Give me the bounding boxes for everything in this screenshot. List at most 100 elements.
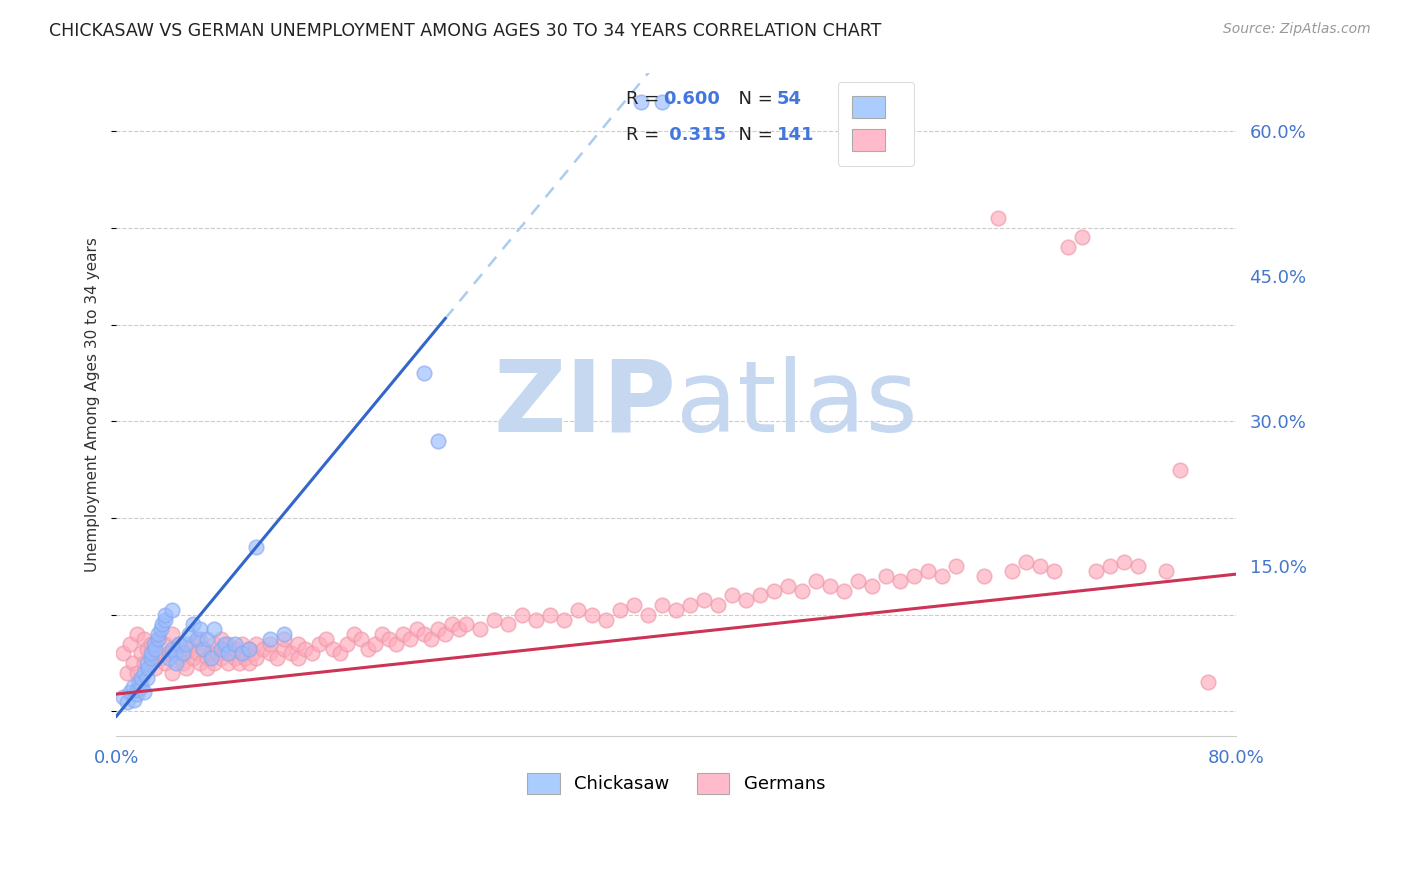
Point bbox=[224, 641, 246, 656]
Point bbox=[138, 661, 160, 675]
Point bbox=[735, 593, 758, 607]
Point bbox=[141, 651, 163, 665]
Point bbox=[120, 685, 142, 699]
Point bbox=[259, 647, 281, 661]
Point bbox=[209, 632, 232, 646]
Point bbox=[141, 647, 163, 661]
Text: 0.315: 0.315 bbox=[662, 126, 725, 144]
Point bbox=[134, 665, 156, 680]
Point bbox=[134, 685, 156, 699]
Point bbox=[238, 656, 260, 670]
Point bbox=[191, 641, 214, 656]
Point bbox=[329, 647, 352, 661]
Point bbox=[209, 641, 232, 656]
Point bbox=[651, 95, 673, 109]
Point bbox=[427, 434, 450, 448]
Point bbox=[141, 637, 163, 651]
Point bbox=[202, 622, 225, 636]
Point bbox=[148, 627, 170, 641]
Point bbox=[169, 637, 191, 651]
Point bbox=[679, 598, 702, 612]
Point bbox=[195, 651, 218, 665]
Point bbox=[1128, 559, 1150, 574]
Point bbox=[214, 641, 236, 656]
Point bbox=[1114, 555, 1136, 569]
Point bbox=[1197, 675, 1219, 690]
Point bbox=[124, 693, 146, 707]
Point bbox=[350, 632, 373, 646]
Point bbox=[273, 632, 295, 646]
Point bbox=[245, 540, 267, 554]
Point bbox=[131, 675, 153, 690]
Point bbox=[470, 622, 492, 636]
Point bbox=[177, 641, 200, 656]
Point bbox=[609, 603, 631, 617]
Point bbox=[148, 632, 170, 646]
Point bbox=[145, 661, 167, 675]
Point bbox=[427, 622, 450, 636]
Point bbox=[231, 647, 253, 661]
Point bbox=[931, 569, 953, 583]
Point bbox=[200, 651, 222, 665]
Point bbox=[484, 613, 506, 627]
Point bbox=[217, 637, 239, 651]
Point bbox=[131, 671, 153, 685]
Point bbox=[245, 637, 267, 651]
Text: N =: N = bbox=[727, 90, 778, 109]
Point bbox=[903, 569, 925, 583]
Point bbox=[122, 681, 145, 695]
Point bbox=[165, 647, 187, 661]
Point bbox=[155, 637, 177, 651]
Point bbox=[174, 647, 197, 661]
Point bbox=[973, 569, 995, 583]
Point bbox=[238, 641, 260, 656]
Text: 0.600: 0.600 bbox=[662, 90, 720, 109]
Point bbox=[1071, 230, 1094, 244]
Point bbox=[159, 647, 181, 661]
Point bbox=[308, 637, 330, 651]
Point bbox=[665, 603, 688, 617]
Point bbox=[273, 627, 295, 641]
Point bbox=[188, 632, 211, 646]
Point bbox=[1057, 240, 1080, 254]
Point bbox=[155, 607, 177, 622]
Text: 54: 54 bbox=[778, 90, 801, 109]
Point bbox=[875, 569, 897, 583]
Point bbox=[1001, 564, 1024, 578]
Point bbox=[181, 617, 204, 632]
Point bbox=[131, 647, 153, 661]
Point bbox=[721, 588, 744, 602]
Point bbox=[538, 607, 561, 622]
Point bbox=[117, 665, 139, 680]
Point bbox=[217, 647, 239, 661]
Point bbox=[155, 613, 177, 627]
Point bbox=[120, 637, 142, 651]
Point bbox=[136, 671, 159, 685]
Point bbox=[169, 637, 191, 651]
Point bbox=[217, 656, 239, 670]
Text: R =: R = bbox=[626, 90, 665, 109]
Point bbox=[1029, 559, 1052, 574]
Point bbox=[152, 617, 174, 632]
Point bbox=[112, 647, 135, 661]
Point bbox=[524, 613, 547, 627]
Point bbox=[846, 574, 869, 588]
Point bbox=[322, 641, 344, 656]
Point bbox=[127, 665, 149, 680]
Point bbox=[177, 627, 200, 641]
Point bbox=[112, 690, 135, 704]
Point bbox=[228, 656, 250, 670]
Point bbox=[420, 632, 443, 646]
Point bbox=[1043, 564, 1066, 578]
Point bbox=[413, 627, 436, 641]
Point bbox=[630, 95, 652, 109]
Point bbox=[202, 637, 225, 651]
Point bbox=[259, 632, 281, 646]
Point bbox=[510, 607, 533, 622]
Point bbox=[343, 627, 366, 641]
Point bbox=[763, 583, 786, 598]
Text: atlas: atlas bbox=[676, 356, 918, 453]
Point bbox=[148, 632, 170, 646]
Point bbox=[449, 622, 471, 636]
Point bbox=[191, 641, 214, 656]
